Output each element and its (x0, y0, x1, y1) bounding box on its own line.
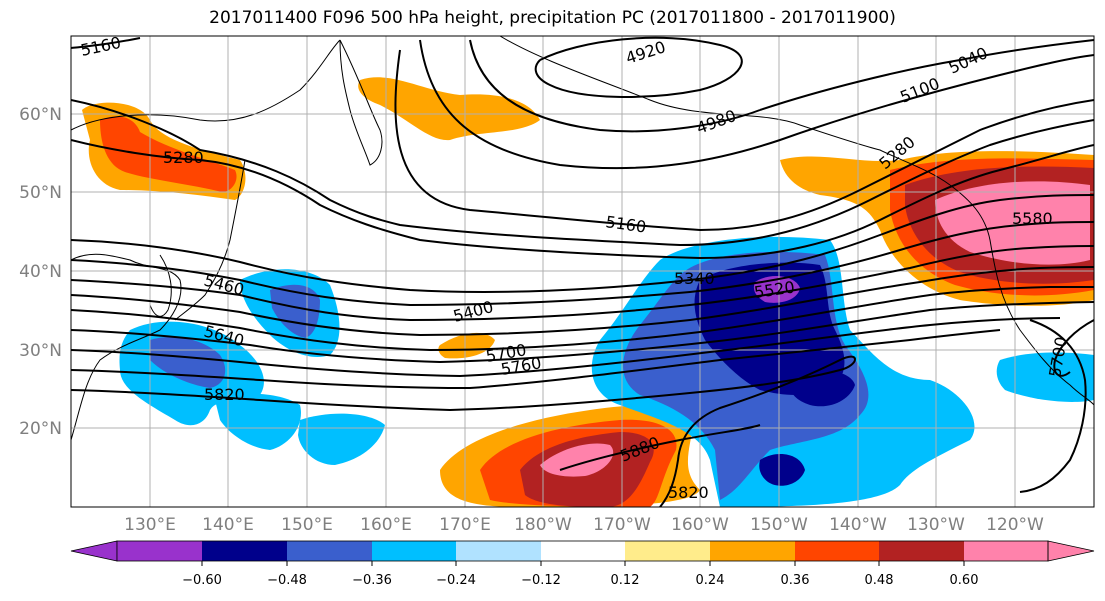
contour-5340 (71, 194, 1094, 293)
precip-blob-okhotsk (358, 77, 540, 141)
colorbar-tick-label: 0.60 (950, 573, 979, 588)
contour-na-high (1019, 319, 1087, 493)
contour-5100 (419, 39, 1094, 170)
lon-label: 140°W (829, 515, 887, 535)
latitude-labels: 20°N 30°N 40°N 50°N 60°N (19, 105, 62, 439)
map-title: 2017011400 F096 500 hPa height, precipit… (209, 8, 896, 28)
colorbar-extend-low (70, 540, 118, 562)
contour-label: 5820 (204, 385, 245, 404)
colorbar-segment (456, 541, 541, 561)
lon-label: 150°E (281, 515, 333, 535)
colorbar-segment (541, 541, 625, 561)
precip-blob-japan-sea-core (100, 116, 237, 192)
colorbar: −0.60 −0.48 −0.36 −0.24 −0.12 0.12 0.24 … (70, 540, 1095, 588)
contour-5820 (71, 355, 856, 507)
contour-5040 (759, 39, 1094, 111)
contour-5220 (71, 99, 1094, 247)
colorbar-tick-label: −0.24 (436, 573, 476, 588)
contour-label: 5340 (674, 269, 715, 288)
contour-5280 (71, 139, 1094, 260)
lon-label: 160°E (360, 515, 412, 535)
colorbar-tick-label: −0.48 (267, 573, 307, 588)
lon-label: 120°W (986, 515, 1044, 535)
contour-5520 (71, 266, 1094, 337)
precip-blob-west-pacific-3 (215, 393, 301, 450)
longitude-labels: 130°E 140°E 150°E 160°E 170°E 180°W 170°… (124, 515, 1044, 535)
lat-label: 30°N (19, 341, 62, 361)
coastlines (71, 36, 1094, 441)
colorbar-tick-label: −0.60 (182, 573, 222, 588)
lon-label: 170°W (593, 515, 651, 535)
colorbar-frame (116, 540, 1049, 562)
precip-blob-west-coast-3 (935, 181, 1090, 265)
coastline-korea (149, 254, 172, 317)
lon-label: 160°W (671, 515, 729, 535)
colorbar-tick-label: 0.36 (781, 573, 810, 588)
precip-blob-hawaii-dark (789, 370, 855, 407)
precip-blob-west-pacific-4 (298, 413, 385, 465)
coastline-japan (174, 159, 246, 321)
gridlines (71, 36, 1094, 507)
lon-label: 130°W (907, 515, 965, 535)
contour-label: 5820 (668, 483, 709, 502)
lat-label: 60°N (19, 105, 62, 125)
colorbar-segment (372, 541, 456, 561)
precip-blob-small-165e (438, 332, 495, 359)
colorbar-ticks (201, 561, 965, 566)
coastline-alaska (499, 36, 951, 186)
precip-blob-north-pacific-core (753, 276, 800, 303)
coastline-siberia (71, 39, 341, 131)
lon-label: 180°W (514, 515, 572, 535)
contour-5580 (71, 286, 1094, 352)
lon-label: 170°E (439, 515, 491, 535)
colorbar-segment (795, 541, 879, 561)
colorbar-tick-labels: −0.60 −0.48 −0.36 −0.24 −0.12 0.12 0.24 … (182, 573, 978, 588)
colorbar-tick-label: −0.12 (521, 573, 561, 588)
height-contours (71, 36, 1094, 507)
contour-label: 5580 (1012, 209, 1053, 228)
colorbar-tick-label: −0.36 (352, 573, 392, 588)
lon-label: 140°E (202, 515, 254, 535)
contour-5640 (71, 301, 1094, 364)
precip-blob-baja (996, 352, 1094, 402)
precip-blob-subtropic-core3 (540, 443, 614, 477)
lon-label: 150°W (750, 515, 808, 535)
precip-blob-south-dark (759, 454, 805, 486)
contour-label: 5280 (163, 148, 204, 167)
contour-5700-right (1053, 319, 1094, 377)
contour-5460 (71, 245, 1094, 322)
colorbar-extend-high (1047, 540, 1095, 562)
contour-4920 (534, 36, 743, 98)
map-plot-area: 5160 4920 5040 5100 4980 5280 5280 5580 … (71, 36, 1094, 507)
colorbar-segment (879, 541, 964, 561)
colorbar-segment (710, 541, 795, 561)
colorbar-tick-label: 0.48 (865, 573, 894, 588)
lon-label: 130°E (124, 515, 176, 535)
lat-label: 40°N (19, 262, 62, 282)
contour-4980 (469, 39, 761, 133)
coastline-na-west (949, 184, 1094, 406)
colorbar-segment (964, 541, 1048, 561)
colorbar-segment (202, 541, 287, 561)
coastline-kamchatka (339, 39, 383, 166)
contour-5400 (71, 221, 1094, 307)
colorbar-tick-label: 0.24 (696, 573, 725, 588)
map-frame (70, 35, 1095, 508)
contour-5160-mid (394, 49, 1094, 232)
colorbar-tick-label: 0.12 (611, 573, 640, 588)
contour-5880 (559, 424, 761, 471)
colorbar-segment (287, 541, 372, 561)
contour-5700 (71, 317, 1061, 378)
colorbar-segment (625, 541, 710, 561)
lat-label: 20°N (19, 419, 62, 439)
contour-5760 (71, 329, 1001, 390)
contour-5160-top (71, 37, 141, 49)
precip-blob-north-pacific-3 (694, 262, 845, 395)
colorbar-segment (117, 541, 202, 561)
lat-label: 50°N (19, 183, 62, 203)
